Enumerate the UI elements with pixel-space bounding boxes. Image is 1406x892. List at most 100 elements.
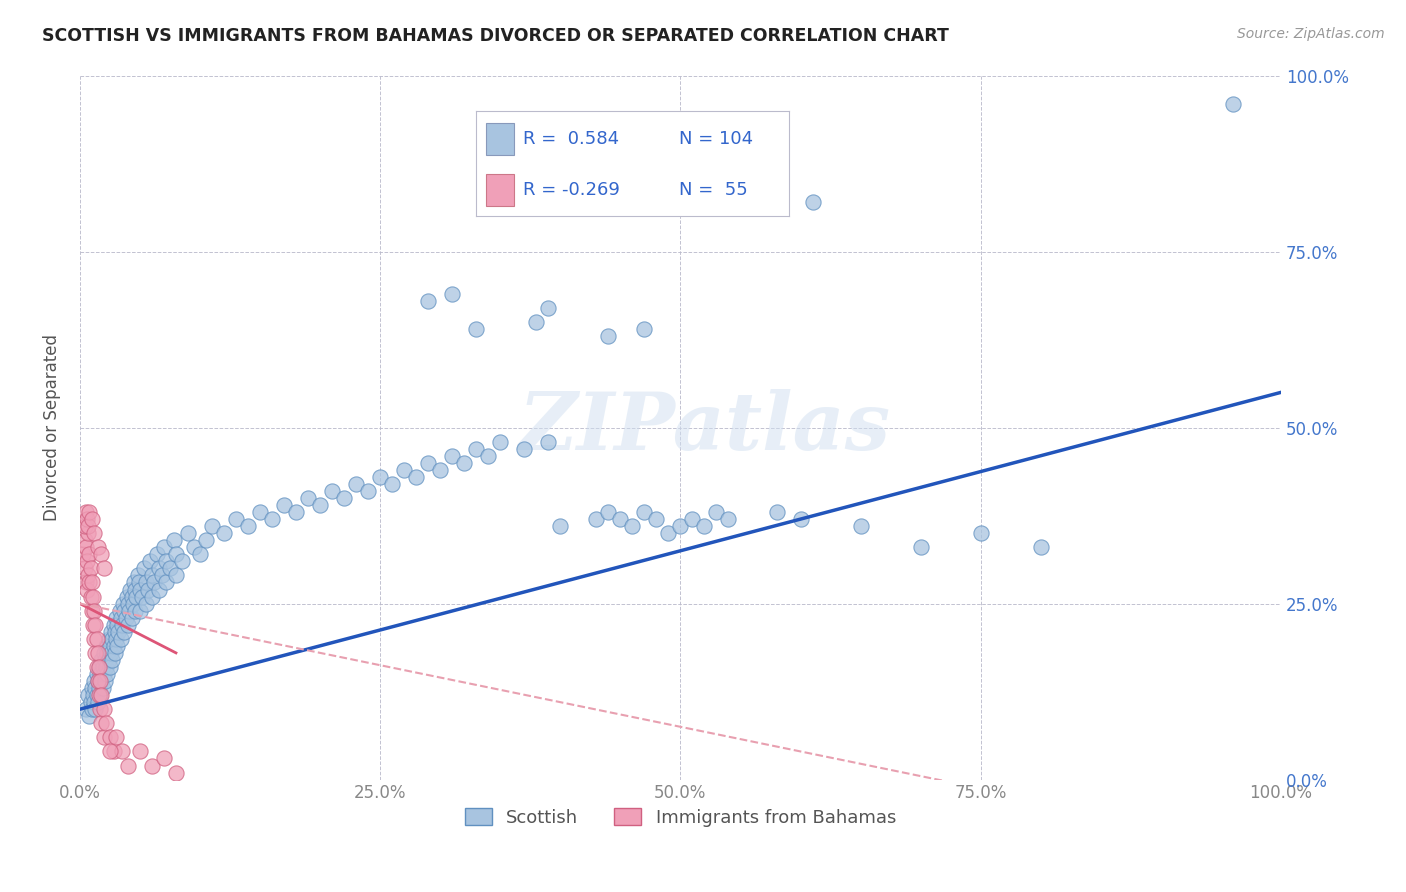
Point: [87, 695, 110, 709]
Point: [110, 610, 132, 624]
Point: [94, 673, 117, 688]
Point: [633, 505, 655, 519]
Point: [524, 315, 547, 329]
Point: [100, 646, 122, 660]
Point: [124, 582, 146, 597]
Point: [73, 533, 96, 548]
Point: [72, 547, 94, 561]
Point: [135, 575, 157, 590]
Point: [93, 731, 115, 745]
Point: [100, 624, 122, 639]
Point: [77, 688, 100, 702]
Point: [82, 617, 104, 632]
Point: [101, 653, 124, 667]
Point: [153, 751, 176, 765]
Point: [86, 632, 108, 646]
Point: [117, 617, 139, 632]
Point: [96, 646, 118, 660]
Point: [86, 688, 108, 702]
Point: [84, 617, 107, 632]
Point: [103, 639, 125, 653]
Point: [285, 505, 308, 519]
Point: [465, 322, 488, 336]
Point: [117, 597, 139, 611]
Point: [849, 519, 872, 533]
Point: [89, 673, 111, 688]
Point: [76, 512, 98, 526]
Point: [159, 561, 181, 575]
Point: [970, 526, 993, 541]
Point: [122, 575, 145, 590]
Point: [1029, 541, 1052, 555]
Point: [80, 604, 103, 618]
Point: [112, 624, 135, 639]
Point: [135, 597, 157, 611]
Point: [96, 660, 118, 674]
Point: [90, 716, 112, 731]
Point: [89, 667, 111, 681]
Point: [86, 660, 108, 674]
Point: [153, 541, 176, 555]
Point: [77, 568, 100, 582]
Text: ZIPatlas: ZIPatlas: [519, 389, 890, 467]
Point: [429, 463, 451, 477]
Point: [143, 575, 166, 590]
Point: [80, 512, 103, 526]
Point: [550, 519, 572, 533]
Point: [80, 702, 103, 716]
Point: [333, 491, 356, 505]
Point: [195, 533, 218, 548]
Point: [104, 610, 127, 624]
Point: [717, 512, 740, 526]
Point: [96, 667, 118, 681]
Point: [91, 660, 114, 674]
Point: [513, 442, 536, 456]
Point: [93, 667, 115, 681]
Point: [97, 632, 120, 646]
Point: [669, 519, 692, 533]
Point: [297, 491, 319, 505]
Point: [96, 716, 118, 731]
Point: [537, 434, 560, 449]
Point: [405, 470, 427, 484]
Point: [645, 512, 668, 526]
Point: [132, 561, 155, 575]
Text: Source: ZipAtlas.com: Source: ZipAtlas.com: [1237, 27, 1385, 41]
Point: [75, 702, 97, 716]
Point: [98, 660, 121, 674]
Point: [344, 476, 367, 491]
Point: [105, 639, 128, 653]
Point: [125, 590, 148, 604]
Point: [87, 660, 110, 674]
Point: [225, 512, 247, 526]
Point: [128, 575, 150, 590]
Point: [121, 610, 143, 624]
Point: [89, 702, 111, 716]
Point: [150, 568, 173, 582]
Point: [201, 519, 224, 533]
Point: [79, 709, 101, 723]
Point: [79, 575, 101, 590]
Point: [84, 681, 107, 695]
Point: [82, 590, 104, 604]
Point: [83, 695, 105, 709]
Point: [75, 575, 97, 590]
Point: [91, 681, 114, 695]
Point: [706, 505, 728, 519]
Point: [107, 624, 129, 639]
Point: [86, 667, 108, 681]
Y-axis label: Divorced or Separated: Divorced or Separated: [44, 334, 60, 521]
Point: [84, 702, 107, 716]
Point: [87, 681, 110, 695]
Point: [129, 604, 152, 618]
Point: [111, 744, 134, 758]
Point: [90, 653, 112, 667]
Point: [129, 744, 152, 758]
Point: [108, 604, 131, 618]
Point: [104, 624, 127, 639]
Point: [585, 512, 607, 526]
Point: [77, 519, 100, 533]
Point: [418, 456, 440, 470]
Point: [148, 582, 170, 597]
Point: [155, 554, 177, 568]
